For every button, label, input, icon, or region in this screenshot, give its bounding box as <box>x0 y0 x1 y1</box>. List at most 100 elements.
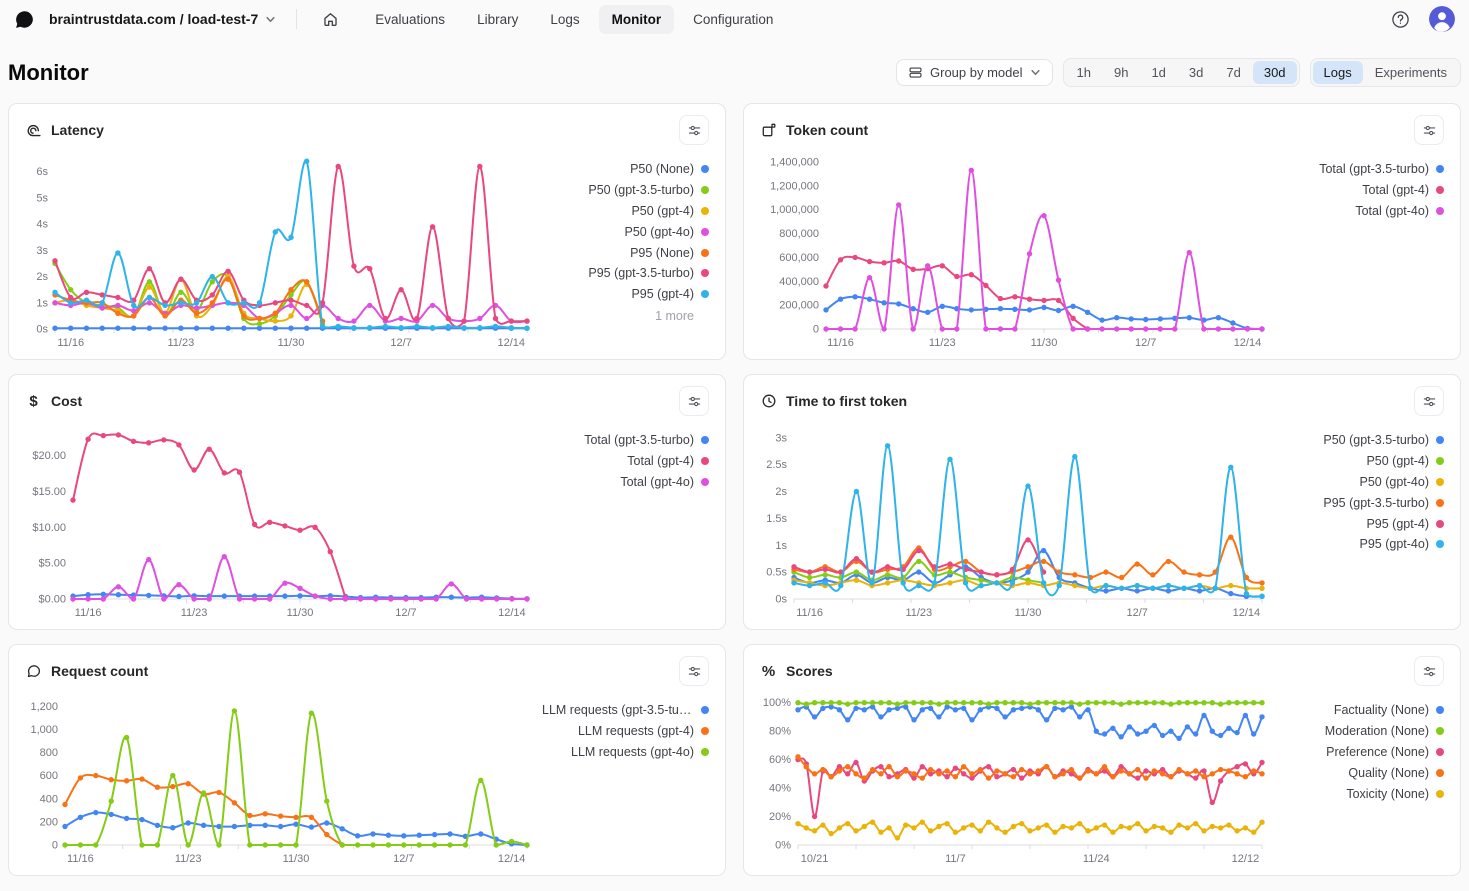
legend-label: P95 (gpt-4o) <box>1359 537 1429 552</box>
legend-item-p95-gpt-4[interactable]: P95 (gpt-4) <box>1366 513 1444 534</box>
legend-label: P95 (gpt-4) <box>631 287 694 302</box>
legend-item-total-gpt-3-5-turbo[interactable]: Total (gpt-3.5-turbo) <box>1319 159 1444 180</box>
panel-title: Request count <box>51 663 149 679</box>
svg-text:12/14: 12/14 <box>498 337 526 349</box>
legend-item-total-gpt-4[interactable]: Total (gpt-4) <box>627 451 709 472</box>
view-button-experiments[interactable]: Experiments <box>1364 61 1458 84</box>
legend-item-moderation-none[interactable]: Moderation (None) <box>1325 721 1444 742</box>
svg-text:11/23: 11/23 <box>181 607 208 619</box>
legend-item-quality-none[interactable]: Quality (None) <box>1348 762 1444 783</box>
legend-item-p50-gpt-4o[interactable]: P50 (gpt-4o) <box>1360 472 1444 493</box>
svg-text:12/7: 12/7 <box>390 337 411 349</box>
legend-item-total-gpt-4[interactable]: Total (gpt-4) <box>1362 180 1444 201</box>
legend-label: Quality (None) <box>1348 765 1429 780</box>
nav-item-logs[interactable]: Logs <box>537 5 592 34</box>
svg-text:11/30: 11/30 <box>287 607 314 619</box>
range-button-9h[interactable]: 9h <box>1103 61 1139 84</box>
svg-text:1s: 1s <box>775 540 787 552</box>
panel-header: Latency <box>25 114 709 146</box>
range-button-1d[interactable]: 1d <box>1140 61 1176 84</box>
range-button-1h[interactable]: 1h <box>1066 61 1102 84</box>
legend-dot <box>701 206 709 215</box>
legend-label: P95 (gpt-3.5-turbo) <box>1323 495 1429 510</box>
legend-label: P50 (gpt-4) <box>1366 454 1429 469</box>
sliders-icon <box>688 396 700 406</box>
legend-label: P95 (gpt-3.5-turbo) <box>588 266 694 281</box>
page-title: Monitor <box>8 59 89 85</box>
legend-item-llm-requests-gpt-4o[interactable]: LLM requests (gpt-4o) <box>571 742 709 763</box>
scores-chart[interactable]: 0% 20% 40% 60% 80% 100% 10/21 11/7 11/24 12/12 <box>760 687 1272 869</box>
latency-chart[interactable]: 0s 1s 2s 3s 4s 5s 6s 11/16 11/23 11/30 12/7 12/14 <box>25 146 537 353</box>
request-count-chart[interactable]: 0 200 400 600 800 1,000 1,200 11/16 11/23 11/30 12… <box>25 687 537 869</box>
group-by-button[interactable]: Group by model <box>896 59 1053 86</box>
nav-item-configuration[interactable]: Configuration <box>680 5 786 34</box>
legend-item-p95-none[interactable]: P95 (None) <box>630 242 709 263</box>
panel-body: 0 200 400 600 800 1,000 1,200 11/16 11/23 11/30 12… <box>25 687 709 869</box>
dashboard-grid: Latency 0s 1s 2s 3s 4s 5s 6s 11/16 11/23 11/30 12/… <box>0 103 1469 876</box>
view-button-logs[interactable]: Logs <box>1312 61 1363 84</box>
breadcrumb-text: braintrustdata.com / load-test-7 <box>49 11 259 27</box>
help-button[interactable] <box>1386 5 1415 34</box>
legend-item-p50-gpt-4[interactable]: P50 (gpt-4) <box>1366 451 1444 472</box>
nav-item-monitor[interactable]: Monitor <box>598 4 675 34</box>
svg-text:11/7: 11/7 <box>945 853 966 865</box>
legend-item-p95-gpt-4o[interactable]: P95 (gpt-4o) <box>1360 534 1444 555</box>
legend-label: P95 (None) <box>630 245 694 260</box>
legend-dot <box>1436 477 1444 486</box>
panel-settings-button[interactable] <box>1414 115 1444 145</box>
panel-settings-button[interactable] <box>1414 386 1444 416</box>
range-button-7d[interactable]: 7d <box>1215 61 1251 84</box>
nav-item-evaluations[interactable]: Evaluations <box>362 5 458 34</box>
legend-item-total-gpt-4o[interactable]: Total (gpt-4o) <box>620 472 709 493</box>
legend-dot <box>701 747 709 756</box>
range-button-30d[interactable]: 30d <box>1252 61 1297 84</box>
legend-item-p50-gpt-4[interactable]: P50 (gpt-4) <box>631 201 709 222</box>
svg-text:12/14: 12/14 <box>1234 337 1262 349</box>
sliders-icon <box>688 125 700 135</box>
svg-text:11/30: 11/30 <box>283 853 310 865</box>
cost-chart[interactable]: $0.00 $5.00 $10.00 $15.00 $20.00 11/16 11/23 11… <box>25 417 537 623</box>
legend-more[interactable]: 1 more <box>655 309 694 324</box>
legend-item-factuality-none[interactable]: Factuality (None) <box>1334 700 1444 721</box>
nav-divider <box>296 9 298 29</box>
panel-settings-button[interactable] <box>679 115 709 145</box>
svg-text:5s: 5s <box>36 192 48 204</box>
panel-settings-button[interactable] <box>1414 656 1444 686</box>
legend-dot <box>1436 436 1444 445</box>
legend-dot <box>1436 498 1444 507</box>
svg-text:12/12: 12/12 <box>1232 853 1260 865</box>
range-button-3d[interactable]: 3d <box>1178 61 1214 84</box>
svg-text:12/7: 12/7 <box>393 853 414 865</box>
legend-item-total-gpt-3-5-turbo[interactable]: Total (gpt-3.5-turbo) <box>584 430 709 451</box>
avatar[interactable] <box>1429 6 1455 32</box>
legend-dot <box>701 477 709 486</box>
token-count-chart[interactable]: 0 200,000 400,000 600,000 800,000 1,000,000 1,… <box>760 146 1272 353</box>
snail-icon <box>25 122 42 139</box>
legend-label: LLM requests (gpt-4o) <box>571 744 694 759</box>
braintrust-logo[interactable] <box>14 9 35 30</box>
panel-settings-button[interactable] <box>679 386 709 416</box>
legend-item-p50-gpt-3-5-turbo[interactable]: P50 (gpt-3.5-turbo) <box>588 180 709 201</box>
svg-text:12/14: 12/14 <box>1233 607 1261 619</box>
legend-item-p50-gpt-3-5-turbo[interactable]: P50 (gpt-3.5-turbo) <box>1323 430 1444 451</box>
nav-item-library[interactable]: Library <box>464 5 531 34</box>
svg-text:0s: 0s <box>775 594 787 606</box>
ttft-chart[interactable]: 0s 0.5s 1s 1.5s 2s 2.5s 3s 11/16 11/23 11/30 12/7 1… <box>760 417 1272 623</box>
legend-item-llm-requests-gpt-3-5-turbo[interactable]: LLM requests (gpt-3.5-turbo) <box>542 700 709 721</box>
legend-item-p95-gpt-3-5-turbo[interactable]: P95 (gpt-3.5-turbo) <box>588 263 709 284</box>
legend-label: Moderation (None) <box>1324 724 1429 739</box>
legend-item-p50-gpt-4o[interactable]: P50 (gpt-4o) <box>625 221 709 242</box>
avatar-icon <box>1429 6 1455 32</box>
home-button[interactable] <box>317 6 344 33</box>
legend-item-llm-requests-gpt-4[interactable]: LLM requests (gpt-4) <box>578 721 709 742</box>
legend-item-p95-gpt-3-5-turbo[interactable]: P95 (gpt-3.5-turbo) <box>1323 492 1444 513</box>
svg-text:11/30: 11/30 <box>278 337 305 349</box>
legend-item-total-gpt-4o[interactable]: Total (gpt-4o) <box>1355 201 1444 222</box>
legend-item-p95-gpt-4[interactable]: P95 (gpt-4) <box>631 284 709 305</box>
home-icon <box>324 12 337 26</box>
legend-item-p50-none[interactable]: P50 (None) <box>630 159 709 180</box>
panel-settings-button[interactable] <box>679 656 709 686</box>
legend-item-toxicity-none[interactable]: Toxicity (None) <box>1346 783 1444 804</box>
legend-item-preference-none[interactable]: Preference (None) <box>1326 742 1444 763</box>
breadcrumb[interactable]: braintrustdata.com / load-test-7 <box>49 11 276 27</box>
